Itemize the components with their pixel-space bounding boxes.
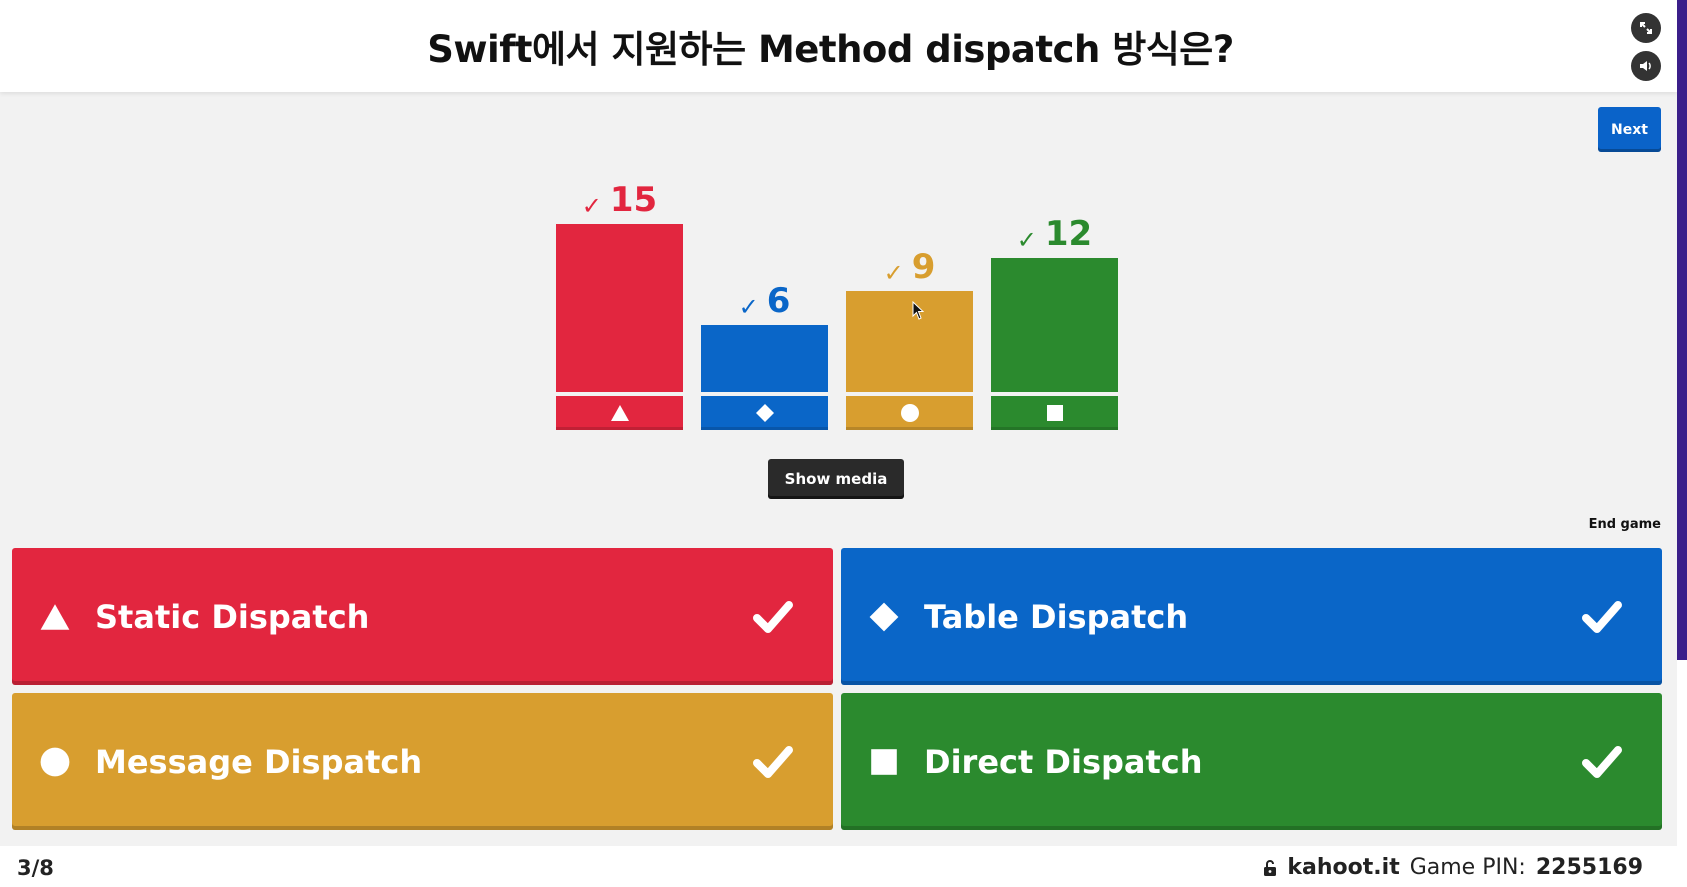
bar-base-circle: [846, 396, 973, 430]
answer-label: Message Dispatch: [95, 742, 423, 781]
bar-value-label: 6: [766, 281, 791, 321]
bar-value-label: 9: [911, 247, 936, 287]
square-icon: [1046, 405, 1063, 421]
bar-base-triangle: [556, 396, 683, 430]
window-border: [1677, 0, 1687, 887]
correct-check-icon: [751, 740, 795, 784]
bar-value-label: 12: [1044, 214, 1093, 254]
bar-value-label: 15: [609, 180, 658, 220]
check-icon: ✓: [581, 192, 602, 220]
lock-icon: [1264, 859, 1277, 876]
show-media-button[interactable]: Show media: [768, 459, 904, 499]
triangle-icon: [610, 405, 629, 421]
check-icon: ✓: [738, 293, 759, 321]
answer-triangle: Static Dispatch: [12, 548, 833, 685]
bar-count-circle: ✓ 9: [846, 247, 973, 287]
check-icon: ✓: [1016, 226, 1037, 254]
answer-label: Table Dispatch: [924, 597, 1189, 636]
question-header: Swift에서 지원하는 Method dispatch 방식은?: [0, 0, 1677, 92]
answer-label: Static Dispatch: [95, 597, 370, 636]
pin-label: Game PIN:: [1409, 855, 1526, 880]
bar-diamond: [701, 325, 828, 392]
bar-count-square: ✓ 12: [991, 214, 1118, 254]
correct-check-icon: [1580, 740, 1624, 784]
question-progress: 3/8: [17, 856, 54, 880]
correct-check-icon: [1580, 595, 1624, 639]
question-title: Swift에서 지원하는 Method dispatch 방식은?: [427, 28, 1234, 71]
results-bar-chart: ✓ 15 ✓ 6 ✓ 9 ✓ 12: [556, 180, 1118, 430]
bar-count-triangle: ✓ 15: [556, 180, 683, 220]
diamond-icon: [755, 404, 774, 422]
answer-square: Direct Dispatch: [841, 693, 1662, 830]
correct-check-icon: [751, 595, 795, 639]
bar-base-diamond: [701, 396, 828, 430]
bar-circle: [846, 291, 973, 392]
game-pin-area: kahoot.it Game PIN: 2255169: [1263, 855, 1643, 880]
square-icon: [866, 744, 902, 780]
brand-name: kahoot.it: [1287, 855, 1400, 880]
speaker-icon[interactable]: [1631, 51, 1661, 81]
bar-square: [991, 258, 1118, 392]
answer-label: Direct Dispatch: [924, 742, 1203, 781]
bar-count-diamond: ✓ 6: [701, 281, 828, 321]
mouse-cursor-icon: [912, 301, 925, 320]
bar-base-square: [991, 396, 1118, 430]
triangle-icon: [37, 599, 73, 635]
answer-diamond: Table Dispatch: [841, 548, 1662, 685]
footer-bar: 3/8 kahoot.it Game PIN: 2255169: [0, 846, 1677, 887]
check-icon: ✓: [883, 259, 904, 287]
answer-circle: Message Dispatch: [12, 693, 833, 830]
diamond-icon: [866, 599, 902, 635]
next-button[interactable]: Next: [1598, 107, 1661, 152]
circle-icon: [900, 404, 919, 422]
circle-icon: [37, 744, 73, 780]
end-game-link[interactable]: End game: [1588, 517, 1661, 532]
bar-triangle: [556, 224, 683, 392]
expand-icon[interactable]: [1631, 13, 1661, 43]
game-pin: 2255169: [1535, 855, 1643, 880]
